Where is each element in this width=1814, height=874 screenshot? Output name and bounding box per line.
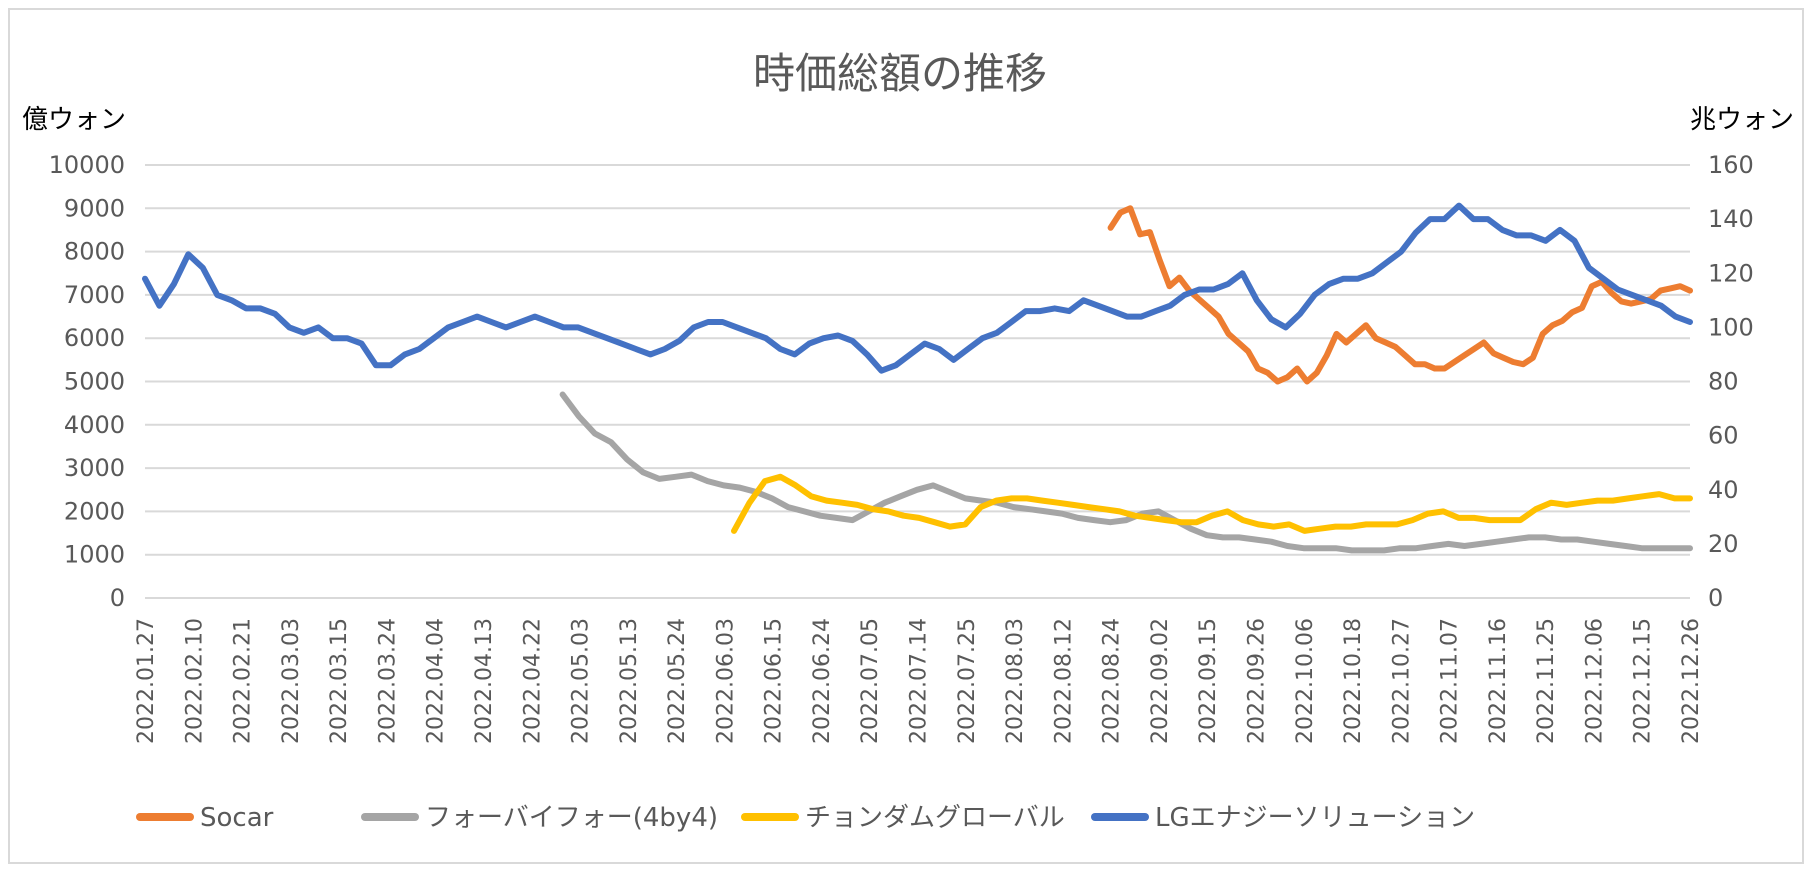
series-line-0	[1107, 205, 1693, 385]
x-tick-label: 2022.11.25	[1534, 618, 1559, 744]
legend-label: チョンダムグローバル	[805, 803, 1065, 833]
x-tick-label: 2022.07.05	[858, 618, 883, 744]
x-tick-label: 2022.12.15	[1631, 618, 1656, 744]
line-chart: 時価総額の推移 億ウォン 兆ウォン 1000090008000700060005…	[22, 49, 1794, 833]
x-tick-label: 2022.09.15	[1196, 618, 1221, 744]
left-tick-label: 0	[110, 584, 125, 612]
right-tick-label: 120	[1708, 259, 1754, 287]
series-line-2	[731, 473, 1693, 534]
x-tick-label: 2022.01.27	[134, 618, 159, 744]
left-tick-label: 7000	[64, 281, 125, 309]
x-tick-label: 2022.04.04	[424, 618, 449, 744]
series-line-3	[142, 202, 1693, 374]
chart-title: 時価総額の推移	[753, 49, 1047, 98]
left-tick-label: 8000	[64, 238, 125, 266]
x-tick-label: 2022.03.15	[327, 618, 352, 744]
left-axis-unit: 億ウォン	[22, 105, 126, 135]
left-tick-label: 4000	[64, 411, 125, 439]
x-tick-label: 2022.05.03	[569, 618, 594, 744]
x-tick-label: 2022.04.13	[472, 618, 497, 744]
left-tick-label: 5000	[64, 368, 125, 396]
right-tick-label: 100	[1708, 313, 1754, 341]
left-tick-label: 1000	[64, 541, 125, 569]
x-tick-label: 2022.10.27	[1389, 618, 1414, 744]
left-tick-label: 9000	[64, 194, 125, 222]
x-tick-label: 2022.12.06	[1582, 618, 1607, 744]
right-tick-label: 20	[1708, 530, 1739, 558]
x-tick-label: 2022.07.14	[907, 618, 932, 744]
chart-frame: 時価総額の推移 億ウォン 兆ウォン 10000 9000 8000 7000 6000 5…	[8, 8, 1804, 864]
right-axis-unit: 兆ウォン	[1690, 105, 1794, 135]
x-tick-label: 2022.04.22	[520, 618, 545, 744]
legend-label: Socar	[200, 803, 274, 833]
gridlines	[145, 164, 1690, 599]
left-tick-label: 10000	[49, 151, 125, 179]
x-tick-label: 2022.09.26	[1244, 618, 1269, 744]
x-axis-ticks: 2022.01.27 2022.02.10 2022.02.21 2022.03.03…	[134, 618, 1704, 744]
x-tick-label: 2022.09.02	[1148, 618, 1173, 744]
x-tick-label: 2022.06.24	[810, 618, 835, 744]
right-tick-label: 60	[1708, 422, 1739, 450]
x-tick-label: 2022.06.15	[762, 618, 787, 744]
x-tick-label: 2022.11.07	[1438, 618, 1463, 744]
left-tick-label: 2000	[64, 497, 125, 525]
right-tick-label: 40	[1708, 476, 1739, 504]
x-tick-label: 2022.05.13	[617, 618, 642, 744]
series-line-1	[559, 391, 1693, 554]
legend-label: フォーバイフォー(4by4)	[425, 803, 718, 833]
x-tick-label: 2022.08.24	[1100, 618, 1125, 744]
x-tick-label: 2022.02.10	[182, 618, 207, 744]
x-tick-label: 2022.02.21	[231, 618, 256, 744]
x-tick-label: 2022.06.03	[713, 618, 738, 744]
x-tick-label: 2022.08.12	[1051, 618, 1076, 744]
legend: Socar フォーバイフォー(4by4) チョンダムグローバル LGエナジーソリューシ…	[136, 803, 1475, 833]
right-tick-label: 160	[1708, 151, 1754, 179]
series-lines	[142, 202, 1693, 554]
legend-label: LGエナジーソリューション	[1155, 803, 1475, 833]
x-tick-label: 2022.03.24	[375, 618, 400, 744]
right-tick-label: 0	[1708, 584, 1723, 612]
x-tick-label: 2022.05.24	[665, 618, 690, 744]
x-tick-label: 2022.12.26	[1679, 618, 1704, 744]
left-axis-ticks: 1000090008000700060005000400030002000100…	[49, 151, 125, 612]
right-axis-ticks: 160 140 120 100 80 60 40 20 0	[1708, 151, 1754, 612]
x-tick-label: 2022.03.03	[279, 618, 304, 744]
right-tick-label: 80	[1708, 368, 1739, 396]
x-tick-label: 2022.10.06	[1293, 618, 1318, 744]
x-tick-label: 2022.11.16	[1486, 618, 1511, 744]
left-tick-label: 3000	[64, 454, 125, 482]
x-tick-label: 2022.08.03	[1003, 618, 1028, 744]
right-tick-label: 140	[1708, 205, 1754, 233]
x-tick-label: 2022.07.25	[955, 618, 980, 744]
left-tick-label: 6000	[64, 324, 125, 352]
x-tick-label: 2022.10.18	[1341, 618, 1366, 744]
